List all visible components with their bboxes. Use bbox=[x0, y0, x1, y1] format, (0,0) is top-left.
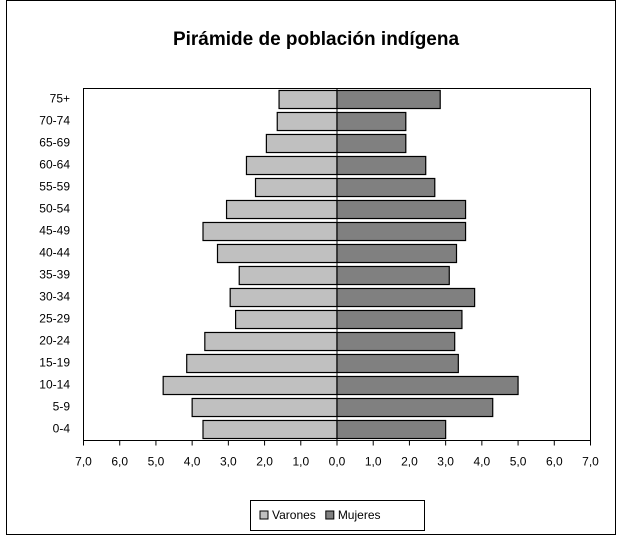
x-tick-label: 5,0 bbox=[148, 455, 165, 469]
bar bbox=[336, 111, 407, 132]
bar bbox=[278, 89, 338, 110]
y-tick-label: 40-44 bbox=[39, 246, 70, 260]
x-tick-label: 6,0 bbox=[111, 455, 128, 469]
bar bbox=[336, 155, 427, 176]
y-tick-label: 25-29 bbox=[39, 312, 70, 326]
bar bbox=[265, 133, 338, 154]
bar bbox=[216, 243, 338, 264]
x-tick-label: 7,0 bbox=[75, 455, 92, 469]
x-tick-label: 2,0 bbox=[401, 455, 418, 469]
bar bbox=[336, 199, 467, 220]
bar bbox=[254, 177, 338, 198]
x-tick-label: 3,0 bbox=[437, 455, 454, 469]
bar bbox=[336, 133, 407, 154]
bar bbox=[186, 353, 338, 374]
bar bbox=[225, 199, 338, 220]
y-tick-label: 65-69 bbox=[39, 136, 70, 150]
x-tick-label: 3,0 bbox=[220, 455, 237, 469]
bar bbox=[202, 419, 338, 440]
y-tick-label: 15-19 bbox=[39, 356, 70, 370]
legend-label: Varones bbox=[272, 508, 316, 522]
legend-swatch bbox=[259, 510, 269, 520]
bar bbox=[245, 155, 338, 176]
y-tick-label: 55-59 bbox=[39, 180, 70, 194]
bar bbox=[229, 287, 338, 308]
y-tick-label: 75+ bbox=[50, 92, 70, 106]
bar bbox=[336, 331, 456, 352]
y-tick-label: 30-34 bbox=[39, 290, 70, 304]
bar bbox=[204, 331, 338, 352]
bar bbox=[191, 397, 338, 418]
x-tick-label: 1,0 bbox=[292, 455, 309, 469]
bar bbox=[276, 111, 338, 132]
bar bbox=[238, 265, 338, 286]
y-tick-label: 10-14 bbox=[39, 378, 70, 392]
bar bbox=[336, 419, 447, 440]
bar bbox=[336, 397, 494, 418]
legend-label: Mujeres bbox=[338, 508, 381, 522]
x-tick-label: 4,0 bbox=[184, 455, 201, 469]
y-tick-label: 60-64 bbox=[39, 158, 70, 172]
bar bbox=[336, 243, 458, 264]
y-tick-label: 45-49 bbox=[39, 224, 70, 238]
y-tick-label: 35-39 bbox=[39, 268, 70, 282]
x-tick-label: 7,0 bbox=[582, 455, 599, 469]
y-tick-label: 70-74 bbox=[39, 114, 70, 128]
bar bbox=[336, 221, 467, 242]
bar bbox=[336, 177, 436, 198]
bar bbox=[202, 221, 338, 242]
bar bbox=[336, 353, 459, 374]
x-tick-label: 1,0 bbox=[365, 455, 382, 469]
y-tick-label: 0-4 bbox=[53, 422, 71, 436]
chart-title: Pirámide de población indígena bbox=[173, 29, 460, 50]
bar bbox=[336, 89, 441, 110]
bar bbox=[336, 309, 463, 330]
legend-swatch bbox=[325, 510, 335, 520]
bar bbox=[162, 375, 338, 396]
x-tick-label: 0,0 bbox=[329, 455, 346, 469]
x-tick-label: 4,0 bbox=[474, 455, 491, 469]
bar bbox=[336, 265, 450, 286]
y-tick-label: 50-54 bbox=[39, 202, 70, 216]
x-tick-label: 2,0 bbox=[256, 455, 273, 469]
bar bbox=[235, 309, 338, 330]
legend-box bbox=[250, 500, 425, 531]
x-tick-label: 5,0 bbox=[510, 455, 527, 469]
bar bbox=[336, 375, 519, 396]
bar bbox=[336, 287, 476, 308]
x-tick-label: 6,0 bbox=[546, 455, 563, 469]
y-tick-label: 5-9 bbox=[53, 400, 71, 414]
y-tick-label: 20-24 bbox=[39, 334, 70, 348]
